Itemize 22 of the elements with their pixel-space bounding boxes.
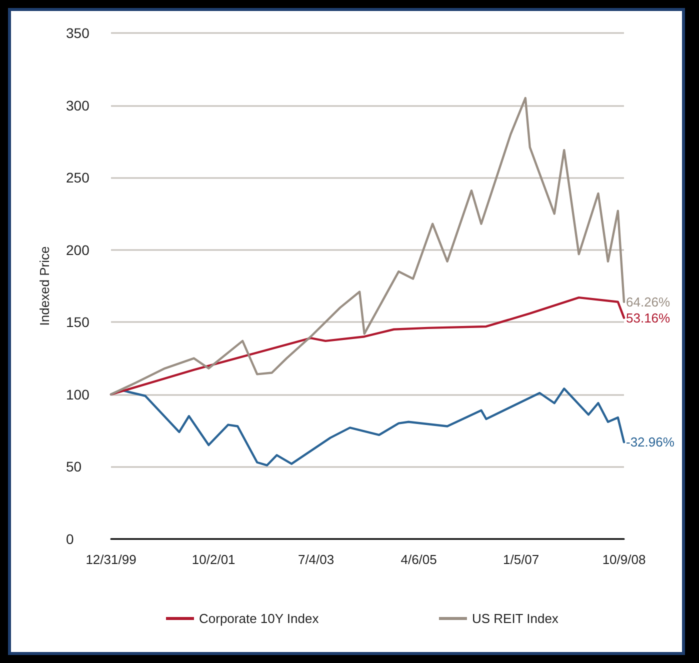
y-axis-title: Indexed Price	[37, 246, 52, 326]
y-tick-label: 100	[66, 386, 90, 402]
x-tick-label: 7/4/03	[298, 552, 334, 567]
y-tick-label: 150	[66, 314, 90, 330]
annotation: 64.26%	[626, 294, 671, 310]
x-tick-label: 10/9/08	[602, 552, 646, 567]
y-tick-label: 200	[66, 242, 90, 258]
x-tick-label: 10/2/01	[192, 552, 236, 567]
x-tick-label: 4/6/05	[400, 552, 437, 567]
line-series	[110, 96, 626, 396]
annotation: 53.16%	[626, 310, 671, 326]
line-series	[110, 296, 626, 396]
x-tick-label: 12/31/99	[86, 552, 136, 567]
y-tick-label: 50	[66, 458, 82, 475]
legend-label: Corporate 10Y Index	[199, 611, 320, 626]
y-tick-label: 300	[66, 97, 90, 114]
y-tick-label: 0	[66, 531, 74, 547]
annotation: -32.96%	[626, 434, 675, 450]
y-tick-label: 350	[66, 25, 90, 41]
legend-label: US REIT Index	[472, 611, 559, 626]
y-tick-label: 250	[66, 170, 90, 186]
x-tick-label: 1/5/07	[503, 552, 540, 567]
